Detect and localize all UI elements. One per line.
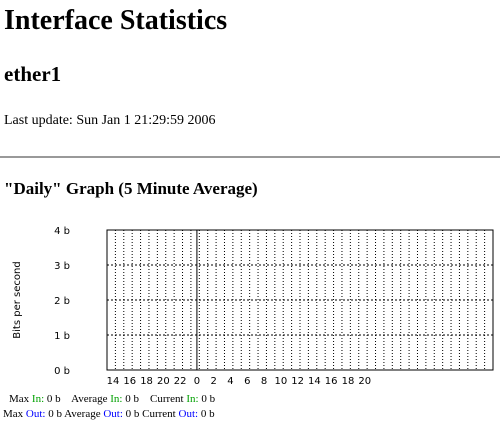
stats-out-max-key: Out: <box>25 408 46 420</box>
y-tick-label: 2 b <box>54 296 70 307</box>
page-title: Interface Statistics <box>4 5 228 36</box>
y-axis-label: Bits per second <box>12 261 23 338</box>
y-tick-label: 0 b <box>54 366 70 377</box>
y-tick-label: 1 b <box>54 331 70 342</box>
x-tick-label: 20 <box>358 376 371 387</box>
x-tick-label: 4 <box>227 376 233 387</box>
stats-out-avg-label: Average <box>64 408 101 420</box>
stats-out-avg-value: 0 b <box>125 408 140 420</box>
x-tick-label: 6 <box>244 376 250 387</box>
divider <box>0 156 500 158</box>
x-tick-label: 10 <box>274 376 287 387</box>
stats-out-max-label: Max <box>3 408 24 420</box>
stats-in-cur-key: In: <box>186 393 199 405</box>
x-tick-label: 18 <box>140 376 153 387</box>
x-tick-label: 12 <box>291 376 304 387</box>
stats-out-cur-key: Out: <box>178 408 199 420</box>
x-tick-label: 8 <box>261 376 267 387</box>
x-tick-label: 22 <box>174 376 187 387</box>
stats-in-avg-label: Average <box>71 393 108 405</box>
y-tick-label: 4 b <box>54 226 70 237</box>
stats-out-max-value: 0 b <box>48 408 62 420</box>
graph-heading: "Daily" Graph (5 Minute Average) <box>4 179 258 198</box>
stats-in-cur-label: Current <box>149 393 184 405</box>
stats-in-max-label: Max <box>9 393 30 405</box>
stats-in-row: Max In: 0 b Average In: 0 b Current In: … <box>9 393 215 405</box>
x-tick-label: 16 <box>325 376 338 387</box>
stats-out-cur-value: 0 b <box>200 408 215 420</box>
x-tick-label: 2 <box>211 376 217 387</box>
stats-out-row: Max Out: 0 b Average Out: 0 b Current Ou… <box>3 408 215 420</box>
x-tick-label: 16 <box>123 376 136 387</box>
stats-out-avg-key: Out: <box>103 408 123 420</box>
stats-in-avg-value: 0 b <box>125 393 139 405</box>
last-update-value: Sun Jan 1 21:29:59 2006 <box>76 113 216 128</box>
plot-frame <box>106 229 494 371</box>
interface-name: ether1 <box>4 62 62 86</box>
stats-in-avg-key: In: <box>110 393 123 405</box>
x-tick-label: 18 <box>342 376 355 387</box>
x-tick-label: 0 <box>194 376 200 387</box>
x-tick-label: 20 <box>157 376 170 387</box>
x-tick-label: 14 <box>308 376 321 387</box>
x-tick-label: 14 <box>107 376 120 387</box>
last-update-label: Last update: <box>4 113 73 128</box>
y-tick-label: 3 b <box>54 261 70 272</box>
stats-in-max-key: In: <box>31 393 45 405</box>
stats-in-cur-value: 0 b <box>201 393 216 405</box>
stats-out-cur-label: Current <box>142 408 176 420</box>
grid-lines <box>107 230 493 370</box>
last-update: Last update: Sun Jan 1 21:29:59 2006 <box>4 113 216 129</box>
stats-in-max-value: 0 b <box>46 393 61 405</box>
daily-graph: 0 b1 b2 b3 b4 b 14 16 18 20 22 0 2 4 6 8 10 12 14 16 1… <box>12 226 494 387</box>
